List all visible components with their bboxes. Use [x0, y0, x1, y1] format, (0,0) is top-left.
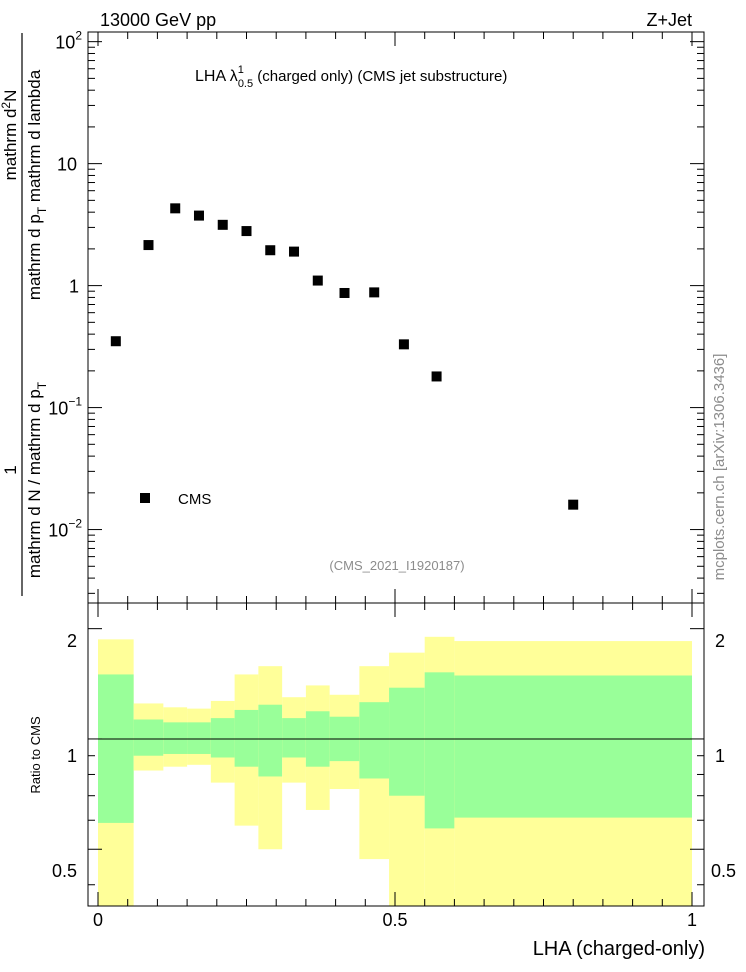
main-y-tick-labels: 10−2 10−1 1 10 102 [48, 29, 82, 541]
ratio-ytick-left-1: 1 [67, 746, 77, 766]
xtick-label-0: 0 [93, 910, 103, 930]
stat-band-12 [424, 672, 455, 829]
y-label-denominator-main: mathrm d N / mathrm d p [25, 389, 44, 578]
stat-band-10 [359, 702, 390, 779]
main-plot-frame [87, 31, 705, 604]
x-axis-label: LHA (charged-only) [533, 938, 705, 960]
data-point-0 [110, 336, 121, 347]
plot-title-sup: 1 [238, 64, 244, 76]
main-ytick-label-4: 102 [55, 29, 82, 53]
stat-band-7 [282, 718, 306, 758]
y-label-outer-numerator-main: mathrm d [1, 109, 20, 181]
y-label-denominator: mathrm d N / mathrm d pT [25, 381, 49, 578]
data-point-7 [289, 246, 300, 257]
ratio-ytick-right-2: 2 [715, 631, 725, 651]
stat-band-3 [187, 722, 211, 754]
data-markers [110, 203, 579, 510]
data-point-2 [170, 203, 181, 214]
plot-title: LHA λ1 0.5 (charged only) (CMS jet substr… [195, 64, 507, 90]
ratio-plot-frame [87, 602, 705, 907]
main-y-axis-label: 1 mathrm d N / mathrm d pT mathrm d2N ma… [0, 33, 49, 596]
y-label-outer-denominator-sub: T [35, 206, 49, 214]
legend-label-cms: CMS [178, 491, 211, 508]
data-point-8 [312, 275, 323, 286]
xtick-label-2: 1 [687, 910, 697, 930]
y-label-outer-numerator-mid: N [1, 90, 20, 102]
y-label-outer-numerator: mathrm d2N [0, 90, 20, 181]
stat-band-11 [389, 687, 425, 796]
stat-band-13 [454, 675, 692, 818]
y-label-denominator-sub: T [35, 381, 49, 389]
stat-band-5 [234, 709, 259, 767]
y-label-outer-denominator: mathrm d pT mathrm d lambda [25, 69, 49, 300]
ratio-axis-ticks [88, 603, 704, 906]
xtick-label-1: 0.5 [382, 910, 407, 930]
data-point-5 [241, 226, 252, 237]
data-point-4 [217, 219, 228, 230]
watermark: mcplots.cern.ch [arXiv:1306.3436] [711, 354, 728, 581]
data-point-6 [265, 245, 276, 256]
energy-label: 13000 GeV pp [100, 10, 216, 30]
ratio-ytick-right-1: 1 [715, 746, 725, 766]
stat-band-4 [210, 718, 235, 758]
data-point-13 [568, 499, 579, 510]
ratio-y-axis-label: Ratio to CMS [28, 716, 43, 794]
main-ytick-label-1: 10−1 [48, 395, 82, 419]
plot-title-suffix: (charged only) (CMS jet substructure) [253, 68, 507, 85]
legend-marker-cms [140, 493, 150, 503]
plot-title-sub: 0.5 [238, 78, 253, 90]
ratio-ytick-left-2: 2 [67, 631, 77, 651]
y-label-numerator: 1 [1, 465, 20, 474]
ratio-ytick-right-0: 0.5 [711, 861, 736, 881]
plot-title-prefix: LHA λ [195, 68, 238, 85]
y-label-outer-numerator-sup: 2 [0, 102, 13, 109]
data-point-11 [398, 339, 409, 350]
main-ytick-label-3: 10 [57, 155, 77, 175]
main-ytick-label-2: 1 [69, 277, 79, 297]
stat-band-0 [98, 674, 134, 823]
ratio-ytick-left-0: 0.5 [52, 861, 77, 881]
data-point-10 [369, 287, 380, 298]
stat-band-1 [133, 719, 164, 756]
y-label-outer-denominator-main: mathrm d p [25, 214, 44, 300]
main-axis-ticks [88, 32, 704, 603]
data-point-9 [339, 287, 350, 298]
analysis-id: (CMS_2021_I1920187) [329, 558, 464, 573]
main-ytick-label-0: 10−2 [48, 517, 82, 541]
stat-band-2 [163, 722, 188, 754]
y-label-outer-denominator-end: mathrm d lambda [25, 69, 44, 207]
process-label: Z+Jet [646, 10, 692, 30]
data-point-1 [143, 240, 154, 251]
data-point-3 [193, 210, 204, 221]
stat-band-6 [258, 704, 283, 777]
data-point-12 [431, 371, 442, 382]
ratio-bands [98, 636, 692, 906]
